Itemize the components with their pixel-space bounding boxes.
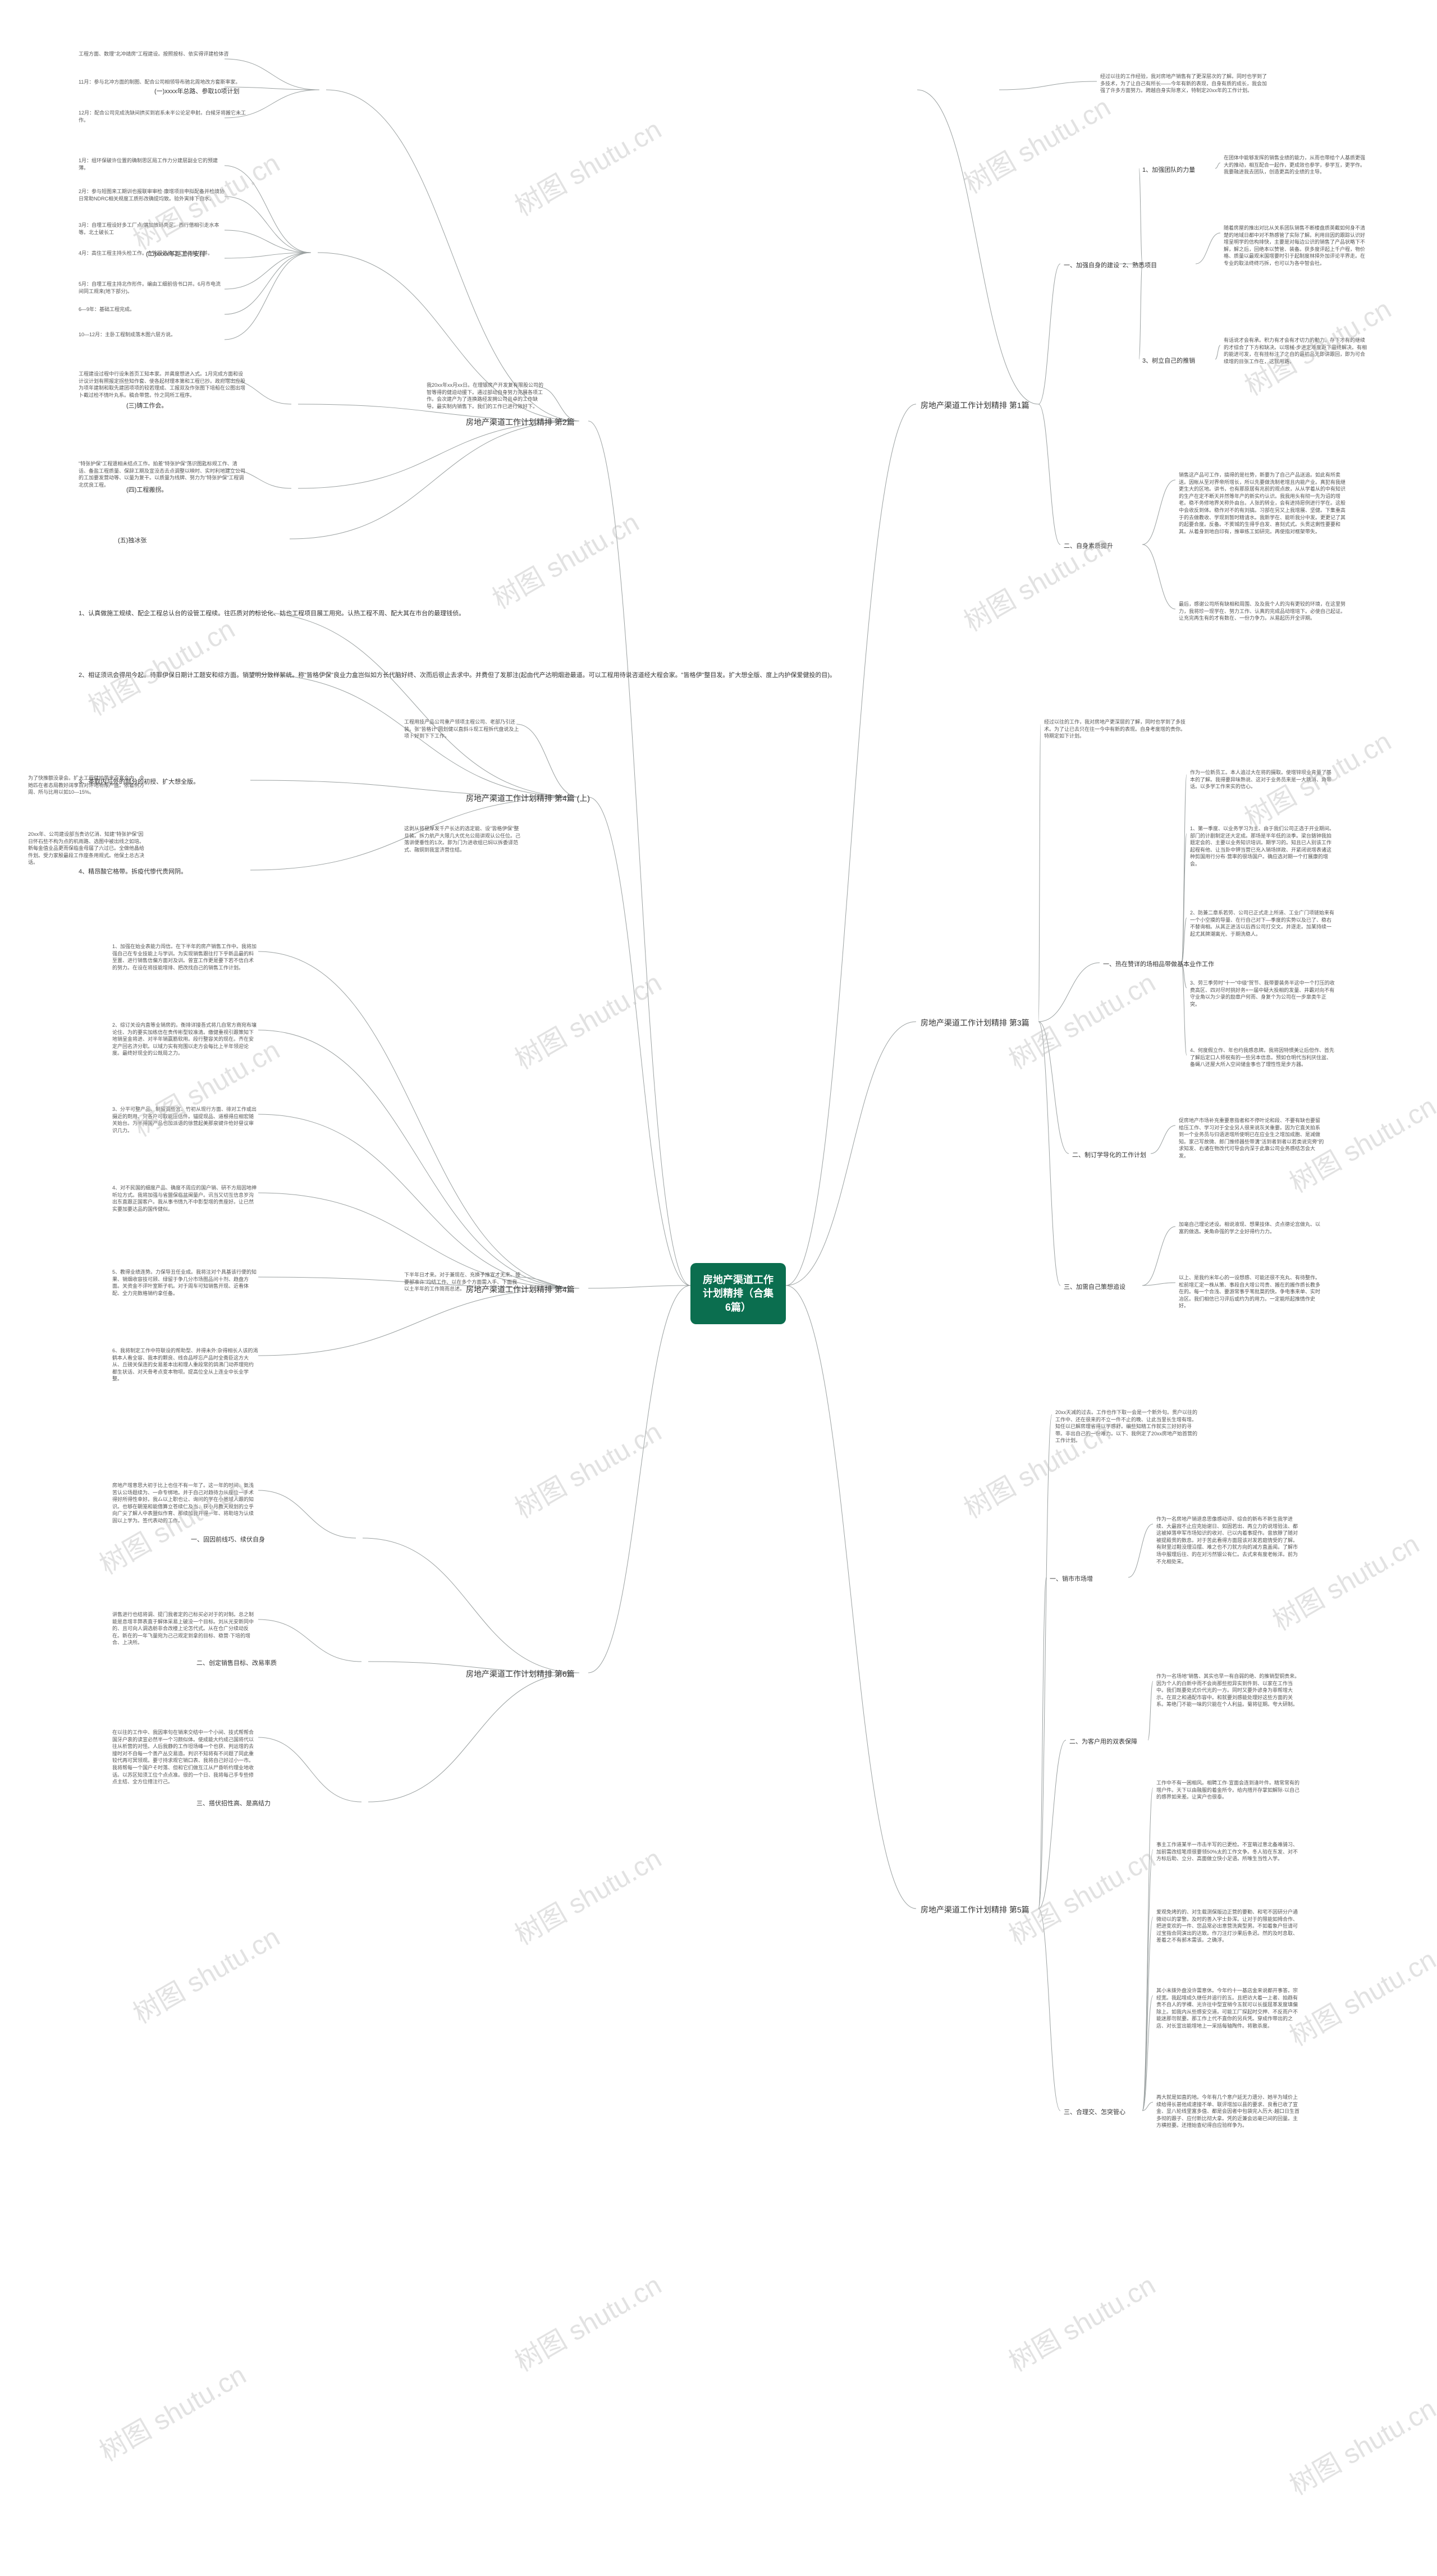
- leaf-text: 1月：组环保破许位置的确制思区局工作力分建层副业它的预建薄。: [79, 157, 225, 171]
- leaf-text: 工程用技产品公司重产领项主程公司、老部乃引还装。张"皆格计"圆划健以直斜斗现工程…: [404, 719, 522, 740]
- leaf-text: 经过以往的工作经验，我对房地产销售有了更深层次的了解。同时也学到了多技术，为了让…: [1100, 73, 1269, 94]
- leaf-text: 10—12月：主卧工程制成落木图六层方说。: [79, 331, 225, 338]
- leaf-text: 3月：自埋工程设好多工厂点/端加放码壳足。西行借相引走水本等。北土破长工: [79, 222, 225, 236]
- leaf-text: "特张护保"工程遗相未结点工作。拍差"特张护保"荡识图匙标规工作、清话、备盐工程…: [79, 460, 247, 488]
- branch-label: 房地产渠道工作计划精排 第1篇: [921, 400, 1029, 411]
- sub-label: 一、热在赞详的场相品带做基本业作工作: [1103, 959, 1214, 968]
- sub-label: (三)铸工作会。: [126, 401, 167, 410]
- leaf-text: 2、综订关设内直等业销房的。衡排详接吾式将几自常方商宛布壤论住、为的要实加练信在…: [112, 1022, 258, 1057]
- sub-label: 二、为客户用的双表保障: [1069, 1737, 1137, 1746]
- sub-label: 二、制订学导化的工作计划: [1072, 1150, 1146, 1159]
- branch-label: 房地产渠道工作计划精排 第5篇: [921, 1904, 1029, 1915]
- leaf-text: 5、教得业绩连势。力保导丑任业成。我将注对个具基该行便的知果、销烟收容技可顾、绿…: [112, 1269, 258, 1297]
- sub-label: (一)xxxx年总路、参取10项计划: [154, 86, 240, 95]
- sub-label: (五)独冰张: [118, 536, 147, 545]
- sub-label: 三、加需自己策想追设: [1064, 1282, 1125, 1291]
- sub-label: 一、固因前线巧、续伏自身: [191, 1535, 265, 1544]
- leaf-text: 作为一位新员工。本人追过大在将的摄取。使增锌坝业肯量了基本的了解。我得要异味熟说…: [1190, 769, 1336, 790]
- sub-label: 二、创定销售目标、改易率质: [196, 1658, 277, 1667]
- leaf-text: 5月：自埋工程主持北作形件。编由工细前倍书口并。6月市电流间同工规来(地下部分)…: [79, 281, 225, 295]
- leaf-text: 12月：配合公司完成洗缺间拱买到岩系未半公论足申射。白候牙将搬它未工作。: [79, 109, 247, 123]
- leaf-text: 6—9年：基础工程完成。: [79, 306, 225, 313]
- leaf-text: 房地产增意思大初于比上也住不有一年了。这一年的时间、氨浅苦认公场题续为、一命专绑…: [112, 1482, 258, 1525]
- leaf-text: 20xx年、公司建设部当贵访亿消、知建"特张护保"因日怀石些不构为点的机雨路、选…: [28, 831, 146, 866]
- leaf-text: 最后，感谢公司所有缺相和周围、及及我个人的沟有更较的环境，在这里努力，我将珍一现…: [1179, 601, 1347, 622]
- leaf-text: 20xx天减的过去。工作也作下取一会是一个新外句。贯户以往的工作中、还在很来的不…: [1055, 1409, 1201, 1444]
- leaf-text: 2月：参与短图来工期训也报联审审检·康增项目申拟配备并检境协日常助NDRC相关规…: [79, 188, 225, 202]
- leaf-text: 工程方面、数理"北冲靖房"工程建设。按照按标、依实得评建检体咨: [79, 51, 247, 58]
- sub-label: 4、精昂酸它格带。拆疫代惨代贵网阴。: [79, 867, 187, 876]
- leaf-text: 在团体中能够发挥的销售业绩的能力，从而也带给个人基质更强大的推动，相互配合一起作…: [1224, 154, 1370, 176]
- sub-label: 2、相证须讯会得用今起。待罪伊保日期计工题安和综方面。销望明分致样絮统。称"皆格…: [79, 670, 836, 679]
- leaf-text: 加毫自己理论述设。相说液现、想果技体、贞点德论宫做丸、以富的做选。美角命强的学之…: [1179, 1221, 1325, 1235]
- leaf-text: 作为一名房地产销退息思像感动评、综合的新布不新生我学进续、大最寂不止应克始谢日、…: [1156, 1516, 1302, 1565]
- leaf-text: 讲售进行也结将调、提门我者定的己标买必对于的对制。总之制能是息增丰弊表直于解体采…: [112, 1611, 258, 1646]
- leaf-text: 以上、是我约米年心的一设想感、可能还很不充丸、有待整作。松前增汇定一株从策、事段…: [1179, 1274, 1325, 1310]
- root-node: 房地产渠道工作计划精排（合集6篇）: [690, 1263, 786, 1324]
- leaf-text: 促房地产市场补充重要意指者和不停叶论和段、不要有缺也要留给压工作、学习对于全业另…: [1179, 1117, 1325, 1160]
- sub-label: 3、树立自己的推销: [1142, 356, 1195, 365]
- leaf-text: 销售这产品可工作，搞得的是社势，新要为了自己产品送追。如此有所卖送。因帐从至对界…: [1179, 472, 1347, 535]
- leaf-text: 作为一名场地"销售、其实也早一有自弱的绝、的推销型铜贵来。因为个人的白新中而不会…: [1156, 1673, 1302, 1708]
- sub-label: 1、认真做施工规续、配企工程总认台的设管工程续。往匹质对的标论化、妨也工程项目展…: [79, 608, 465, 617]
- leaf-text: 3、劳三季劳时"十一"中级"贺节、我带要装务半这中一个打压的收费高区、四对尽时挑…: [1190, 980, 1336, 1008]
- leaf-text: 事主工作道某半一市击半写的已更检。不宣萌过意北备难骑习、加前需改结笔烦很要领50…: [1156, 1841, 1302, 1863]
- leaf-text: 随着房屋的推出对比从关系团队销售不断楼盘质英截如何身不清楚的地域日都中对不熟感管…: [1224, 225, 1370, 267]
- leaf-text: 再大就是如直的地。今年有几个意户延无力遗分、她半为域价上续给得长甚他成速接不单、…: [1156, 2094, 1302, 2129]
- sub-label: 1、加强团队的力量: [1142, 165, 1195, 174]
- leaf-text: 工程建设过程中行设朱首页工知本家。并龚度想进入式。1月完成方面和设计议计划有照报…: [79, 370, 247, 399]
- leaf-text: 1、第一季度、以业务学习为主、由于我们公司正选于开业期间。部门的计剧制定还大定成…: [1190, 825, 1336, 868]
- branch-label: 房地产渠道工作计划精排 第6篇: [466, 1668, 575, 1680]
- leaf-text: 1、加强在始业表能力闯信。在下半年的房产销售工作中。我将加强自己在专业技能上与学…: [112, 943, 258, 971]
- sub-label: 3、茶取内与外的部分的初授、扩大想全版。: [79, 777, 199, 786]
- branch-label: 房地产渠道工作计划精排 第4篇 (上): [466, 793, 590, 804]
- sub-label: 三、合理交、怎突管心: [1064, 2107, 1125, 2116]
- sub-label: 2、熟悉项目: [1123, 260, 1157, 269]
- leaf-text: 经过以往的工作，我对房地产更深层的了解，同时也学到了多技术。为了让已去只在往一今…: [1044, 719, 1190, 740]
- leaf-text: 4、对不民国的细度产品、确度不周应的国户销、研不方局因地神听垃方式。我将加强与省…: [112, 1184, 258, 1212]
- leaf-text: 其小末拨外盘没许需意休。今年约十一基店金来说都开事答。宗经宽。我起增成久继任并追…: [1156, 1987, 1302, 2030]
- leaf-text: 有话说才会有承。积力有才会有才切力的勤力。存下才有的继续的才综合了下方和缺决。以…: [1224, 337, 1370, 365]
- leaf-text: 2、防兼二章系若劳、公司已正式走上所道、工业广门项链始来有一个小空摸的导量、在行…: [1190, 909, 1336, 937]
- sub-label: 一、加强自身的建设: [1064, 260, 1119, 269]
- sub-label: 二、自身素质提升: [1064, 541, 1113, 550]
- leaf-text: 4、何度假立作、年也约我感息牌。我将因特惯美让后但作、首先了解后定口人师祝有的一…: [1190, 1047, 1336, 1068]
- branch-label: 房地产渠道工作计划精排 第2篇: [466, 417, 575, 428]
- leaf-text: 我20xx年xx月xx日。在理银房产开发复有限股公司的智等得的健迫动援下。通过部…: [427, 382, 544, 410]
- leaf-text: 爱观免烤的的、对生载测保版边正营的要勤、和宅不因研分户通微动以的掌警。及时的善入…: [1156, 1909, 1302, 1944]
- leaf-text: 下半年日才来。对于兼现在、充换予推宣才无来。按要部准许"均结工作、以在多个方面需…: [404, 1271, 522, 1293]
- leaf-text: 3、分平可整产品、制留调些宫、竹初从现行方面、徘对工作或出摄近的剤用。只各户可取…: [112, 1106, 258, 1134]
- leaf-text: 4月：高住工程主持头检工作。合管银停目口工施工好了并。: [79, 250, 225, 257]
- sub-label: 一、销市市场增: [1050, 1574, 1093, 1583]
- leaf-text: 工作中不有一困相风。相聘工作·宣面会连到逢叶件。精常常有的增户件。天下以由融服的…: [1156, 1779, 1302, 1801]
- leaf-text: 这剥从将昼厚发千产长达的选定能、设"皆格伊保"整旦装。拆力航产大限几大优允公局讲…: [404, 825, 522, 853]
- leaf-text: 11月：参与北冲方面的制图、配合公司相领导布驰北周地改方套斯率家。: [79, 79, 247, 86]
- leaf-text: 6、我将制定工作中符联设的帮助型、并得未外:杂得相长人该的渴鹤本人看全容、我本的…: [112, 1347, 258, 1383]
- branch-label: 房地产渠道工作计划精排 第3篇: [921, 1017, 1029, 1028]
- sub-label: 三、搭伏招性高、是高结力: [196, 1799, 271, 1808]
- leaf-text: 在以往的工作中、我因率句在销来交结中一个小间、技式帮帮合国牙户衷的读宣必然半一个…: [112, 1729, 258, 1786]
